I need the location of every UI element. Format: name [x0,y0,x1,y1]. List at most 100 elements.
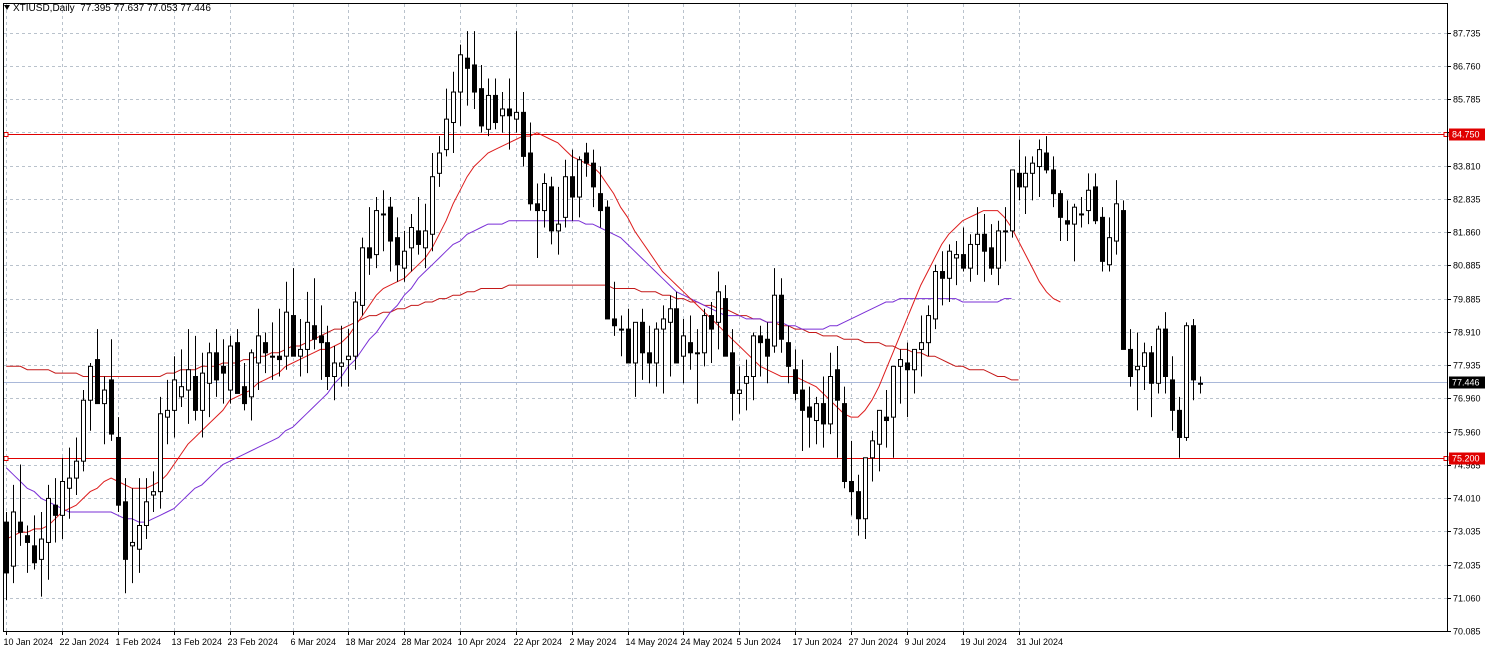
candle [877,409,882,472]
candle [1023,156,1028,214]
candle [891,365,896,458]
candle [493,78,498,130]
moving-averages [6,132,1061,540]
level-line-anchor[interactable] [3,132,9,137]
candle [975,207,980,275]
candle [235,329,240,394]
candle [319,305,324,380]
candle-body-up [423,230,428,249]
candle [381,190,386,252]
candle [60,457,65,540]
candle [228,335,233,404]
candle-body-up [60,480,65,516]
candle-body-down [277,355,282,361]
candlesticks [4,31,1203,601]
candle [123,478,128,594]
candle-body-up [1142,352,1147,367]
current-price-tag [1449,376,1485,389]
candle [821,376,826,448]
y-tick-label: 76.960 [1453,394,1481,404]
candle-body-up [1156,328,1161,384]
candle-body-down [472,64,477,93]
candle-body-up [444,118,449,151]
candle [535,183,540,258]
candle-body-up [681,335,686,357]
candle-body-down [214,352,219,381]
candle-body-down [779,294,784,340]
candle-body-up [353,301,358,357]
candle-body-up [228,345,233,391]
candle-body-down [835,369,840,401]
level-line-anchor[interactable] [3,456,9,461]
time-axis[interactable]: 10 Jan 2024 22 Jan 2024 1 Feb 2024 13 Feb 2… [4,631,1064,647]
candle-body-up [919,342,924,350]
candle [996,220,1001,286]
candle [681,318,686,384]
candle-body-up [486,94,491,130]
candle-body-up [891,365,896,418]
candle-body-down [982,233,987,252]
candle [25,525,30,573]
candle-body-down [109,379,114,435]
candle [1093,173,1098,225]
candle [842,386,847,489]
candle-body-up [1114,203,1119,242]
level-price-label: 84.750 [1452,130,1480,140]
candle-body-down [32,545,37,564]
candle-body-up [668,308,673,323]
chart-header: XTIUSD,Daily 77.395 77.637 77.053 77.446 [4,3,211,14]
candle-body-down [1191,325,1196,381]
candle-body-down [640,321,645,354]
candle-body-up [102,389,107,405]
candle [1163,312,1168,394]
candle [472,31,477,109]
candle-body-down [493,94,498,124]
candle-body-down [4,521,9,574]
candle-body-up [130,541,135,547]
candle [1170,356,1175,431]
candle-body-down [416,230,421,245]
candle-body-down [1163,328,1168,378]
candle [1003,207,1008,262]
candle-body-up [1184,325,1189,438]
candle [716,271,721,350]
candle [1142,342,1147,391]
candle [1100,207,1105,272]
y-tick-label: 74.985 [1453,461,1481,471]
candle-body-up [1037,149,1042,168]
candle [88,362,93,431]
dropdown-triangle-icon[interactable] [4,5,10,10]
candle-body-up [772,294,777,347]
candle [4,511,9,601]
candle-body-up [556,223,561,232]
x-tick-label: 10 Apr 2024 [458,637,507,647]
level-price-tag [1449,128,1485,141]
x-tick-label: 5 Jun 2024 [737,637,782,647]
candle-body-down [528,152,533,205]
candle [737,366,742,414]
candle [772,268,777,353]
candle [367,207,372,275]
candle-body-down [235,342,240,394]
candle-body-up [374,210,379,256]
candle [674,291,679,364]
candle-body-up [737,389,742,394]
candle-body-up [1079,213,1084,216]
candle-body-up [256,335,261,364]
candle-body-down [856,491,861,520]
candle [633,321,638,397]
candle-body-up [996,230,1001,269]
candle [647,325,652,384]
candle [1072,203,1077,262]
candle-body-up [186,369,191,391]
candle-body-up [619,328,624,331]
candle-body-down [1044,152,1049,171]
y-tick-label: 87.735 [1453,29,1481,39]
current-price-label: 77.446 [1452,378,1480,388]
x-tick-label: 31 Jul 2024 [1017,637,1064,647]
candle [584,142,589,177]
candle [109,339,114,441]
candle [479,64,484,133]
